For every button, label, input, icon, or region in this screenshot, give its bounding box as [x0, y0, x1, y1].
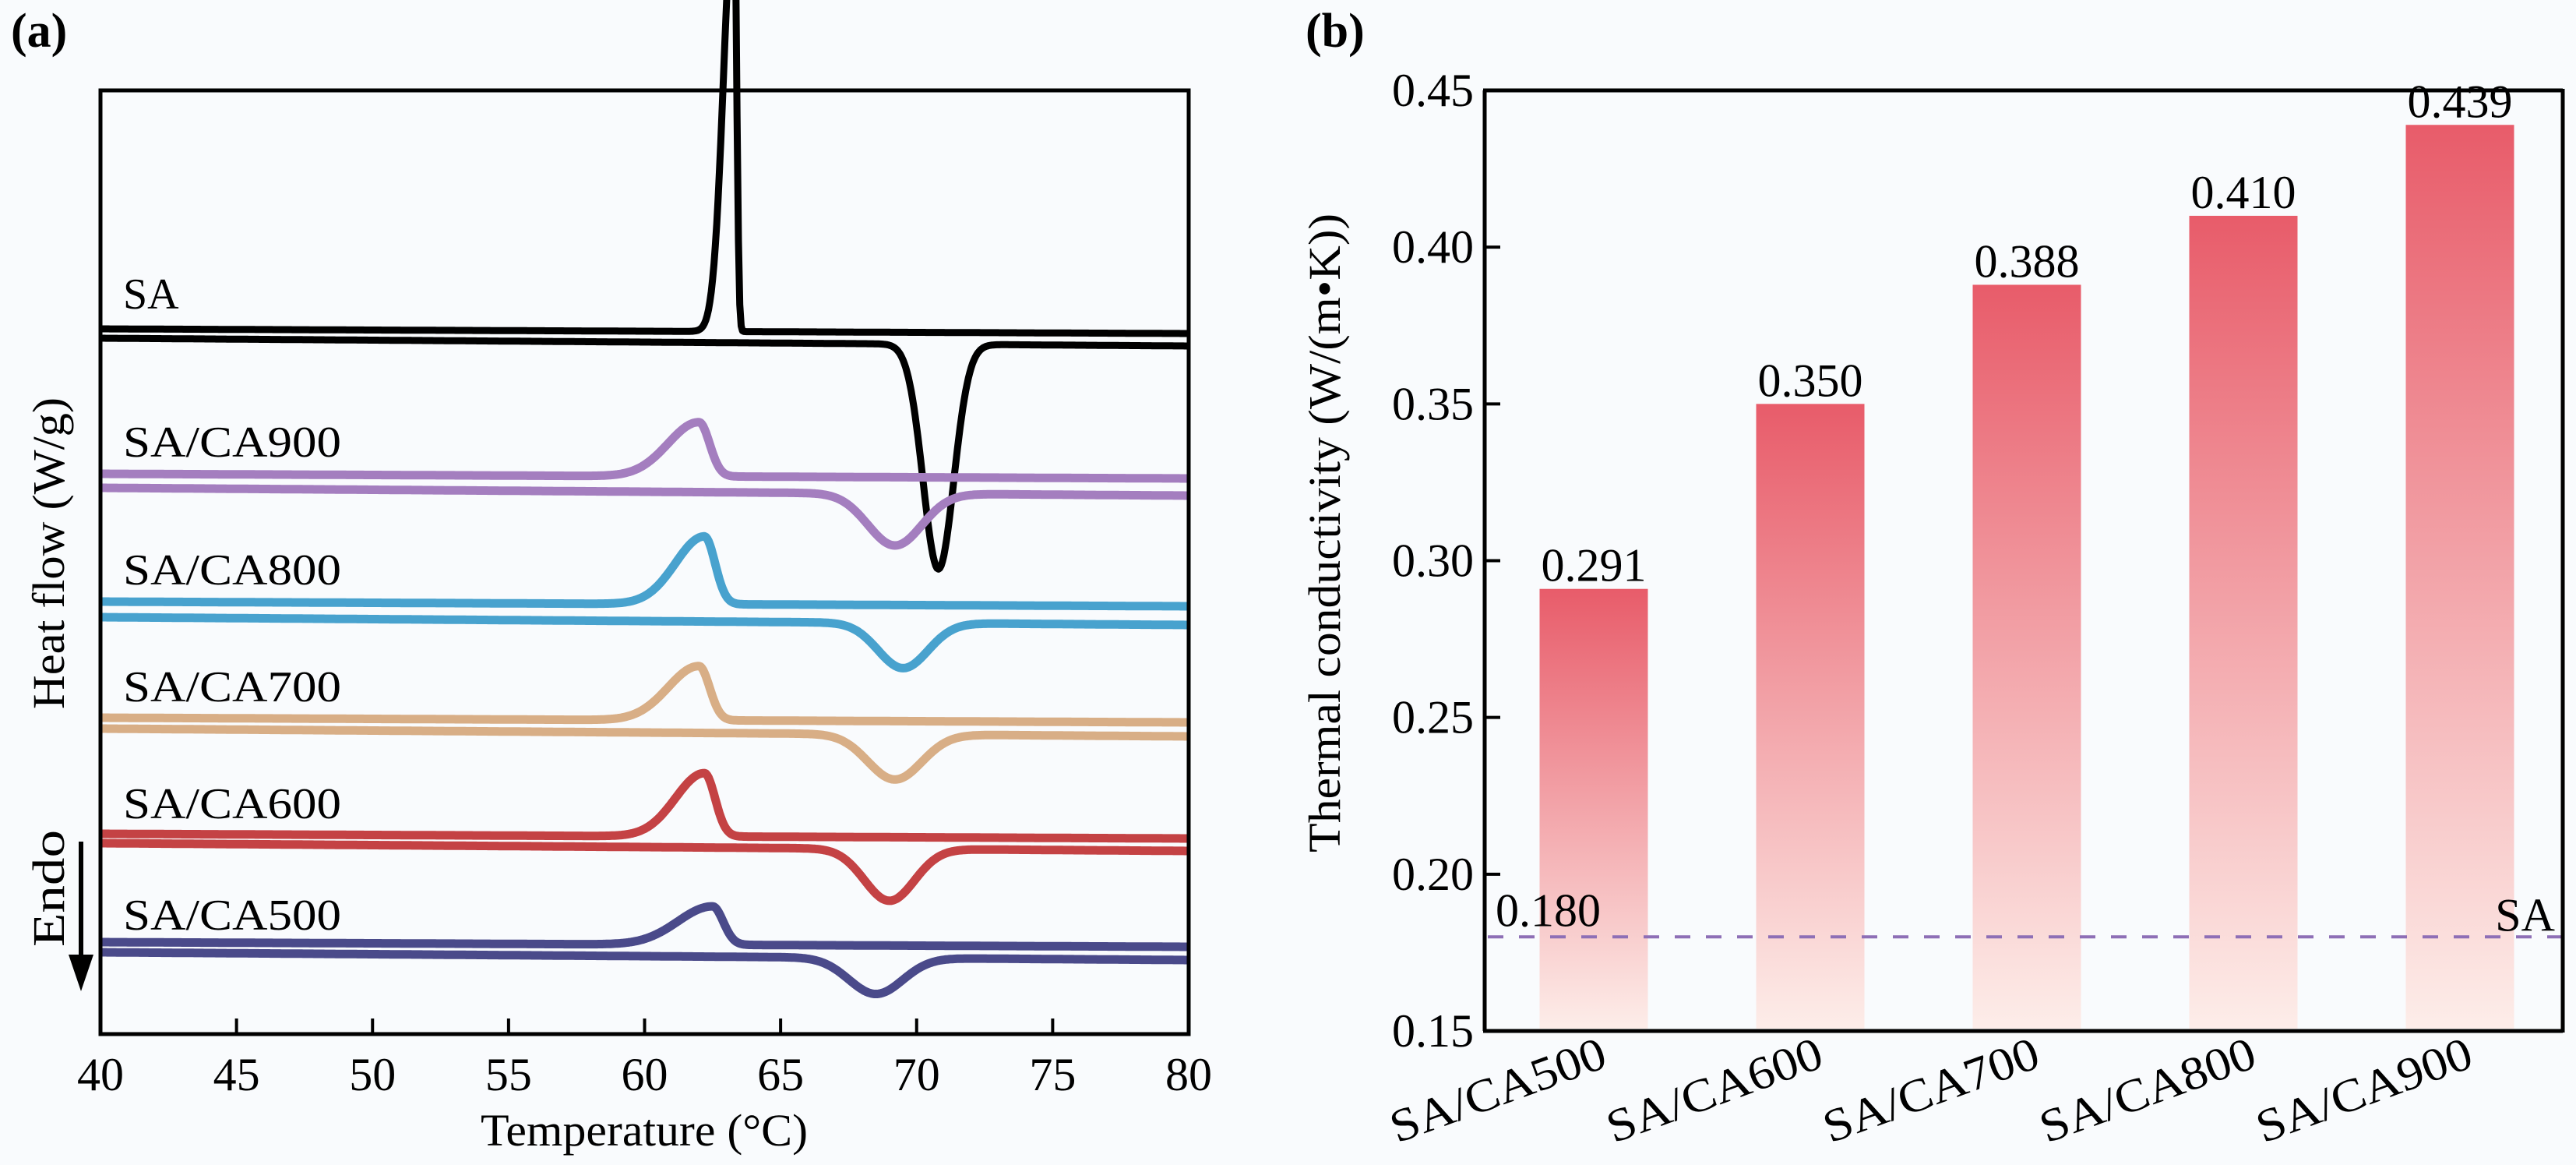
bar-value-label: 0.439: [2408, 76, 2513, 127]
x-tick-label: 75: [1029, 1049, 1076, 1100]
category-label: SA/CA700: [1816, 1027, 2046, 1153]
x-tick-label: 50: [349, 1049, 396, 1100]
curve-label: SA/CA900: [123, 418, 341, 467]
curve-cooling-sa-ca700: [97, 662, 1192, 727]
y-tick-label: 0.20: [1392, 849, 1474, 900]
dsc-curves: [97, 0, 1192, 998]
sa-reference-line: 0.180 SA: [1488, 884, 2561, 941]
x-tick-label: 55: [485, 1049, 532, 1100]
bar-value-label: 0.410: [2191, 167, 2296, 218]
y-tick-label: 0.40: [1392, 221, 1474, 273]
panel-b-bar-chart: (b) 0.180 SA 0.291 0.350 0.388 0.410 0.439 0.…: [1299, 5, 2565, 1153]
curve-heating-sa-ca500: [97, 948, 1192, 998]
y-tick-label: 0.25: [1392, 692, 1474, 743]
x-tick-label: 80: [1165, 1049, 1212, 1100]
x-tick-label: 60: [622, 1049, 668, 1100]
curve-cooling-sa-ca500: [97, 902, 1192, 951]
panel-a-dsc-chart: (a) SASA/CA900SA/CA800SA/CA700SA/CA600SA…: [11, 0, 1212, 1156]
panel-b-y-ticks: 0.15 0.20 0.25 0.30 0.35 0.40 0.45: [1392, 65, 1500, 1057]
x-tick-label: 70: [893, 1049, 940, 1100]
curve-label: SA/CA800: [123, 546, 341, 595]
curve-label: SA/CA600: [123, 780, 341, 828]
curve-heating-sa-ca700: [97, 724, 1192, 784]
panel-a-x-axis-title: Temperature (°C): [481, 1105, 808, 1156]
x-tick-label: 65: [757, 1049, 804, 1100]
panel-a-y-axis-title: Heat flow (W/g): [23, 397, 74, 709]
curve-cooling-sa: [98, 0, 1191, 337]
panel-b-letter: (b): [1306, 5, 1365, 58]
curve-heating-sa-ca900: [97, 483, 1192, 550]
panel-a-x-ticks: 40 45 50 55 60 65 70 75 80: [77, 1018, 1212, 1100]
category-label: SA/CA900: [2249, 1027, 2479, 1153]
bar-sa-ca700: [1972, 284, 2081, 1029]
dsc-curve-labels: SA SA/CA900 SA/CA800 SA/CA700 SA/CA600 SA/CA5…: [123, 270, 341, 940]
curve-heating-sa: [98, 334, 1191, 573]
y-tick-label: 0.30: [1392, 535, 1474, 587]
y-tick-label: 0.35: [1392, 378, 1474, 429]
curve-heating-sa-ca600: [97, 838, 1192, 906]
curve-heating-sa-ca800: [97, 613, 1192, 673]
bar-value-labels: 0.291 0.350 0.388 0.410 0.439: [1542, 76, 2513, 591]
curve-label: SA/CA500: [123, 891, 341, 940]
category-label: SA/CA600: [1599, 1027, 1829, 1153]
x-tick-label: 45: [213, 1049, 260, 1100]
reference-value-label: 0.180: [1496, 884, 1601, 936]
panel-a-letter: (a): [11, 5, 67, 58]
category-label: SA/CA800: [2032, 1027, 2262, 1153]
bar-value-label: 0.291: [1542, 540, 1647, 591]
bars: [1539, 125, 2514, 1029]
curve-cooling-sa-ca900: [97, 418, 1192, 483]
curve-cooling-sa-ca800: [97, 531, 1192, 611]
y-tick-label: 0.45: [1392, 65, 1474, 116]
curve-label: SA/CA700: [123, 663, 341, 711]
bar-sa-ca900: [2405, 125, 2514, 1029]
bar-value-label: 0.388: [1975, 235, 2080, 287]
reference-name-label: SA: [2495, 889, 2555, 941]
bar-sa-ca600: [1756, 404, 1865, 1029]
panel-b-y-axis-title: Thermal conductivity (W/(m•K)): [1299, 214, 1350, 853]
y-tick-label: 0.15: [1392, 1005, 1474, 1057]
curve-label: SA: [123, 270, 179, 319]
curve-cooling-sa-ca600: [97, 768, 1192, 843]
x-tick-label: 40: [77, 1049, 124, 1100]
endo-annotation-label: Endo: [23, 830, 74, 947]
bar-sa-ca500: [1539, 588, 1648, 1029]
endo-arrow-icon: [69, 842, 93, 991]
panel-b-category-labels: SA/CA500 SA/CA600 SA/CA700 SA/CA800 SA/CA900: [1383, 1027, 2479, 1153]
bar-value-label: 0.350: [1758, 355, 1863, 406]
bar-sa-ca800: [2189, 215, 2298, 1029]
